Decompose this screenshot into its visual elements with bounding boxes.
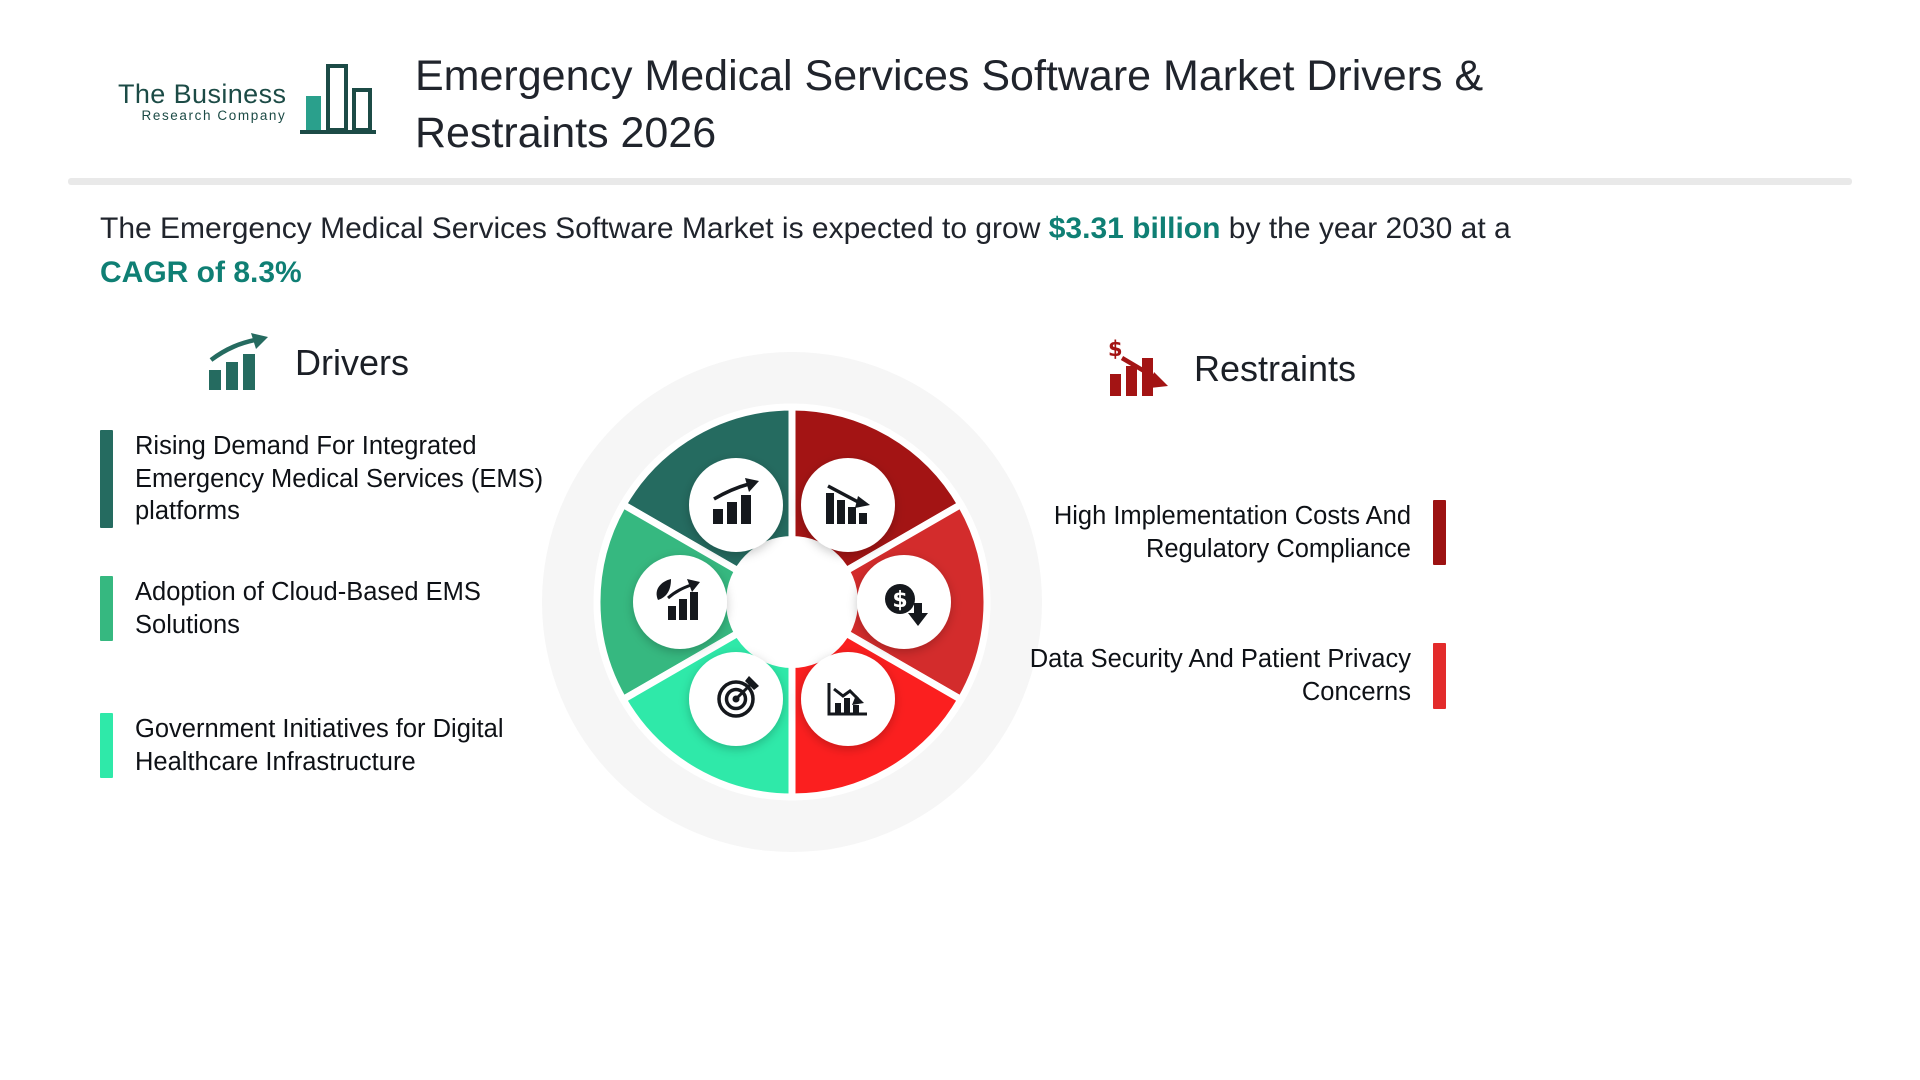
restraint-accent-bar bbox=[1433, 643, 1446, 709]
wheel-center bbox=[726, 536, 858, 668]
drivers-heading-row: Drivers bbox=[205, 332, 565, 394]
drivers-heading: Drivers bbox=[295, 342, 409, 383]
restraint-text: Data Security And Patient Privacy Concer… bbox=[1029, 645, 1411, 706]
eco-growth-icon bbox=[656, 579, 700, 620]
restraint-accent-bar bbox=[1433, 500, 1446, 566]
page-title: Emergency Medical Services Software Mark… bbox=[415, 52, 1484, 157]
restraints-heading-row: $ Restraints bbox=[1106, 338, 1446, 400]
growth-chart-icon bbox=[209, 333, 268, 390]
dollar-decrease-icon: $ bbox=[885, 584, 928, 626]
driver-accent-bar bbox=[100, 430, 113, 528]
svg-text:$: $ bbox=[1108, 338, 1123, 361]
market-value-highlight: $3.31 billion bbox=[1048, 212, 1221, 245]
drivers-restraints-wheel: $ bbox=[538, 348, 1046, 856]
market-summary: The Emergency Medical Services Software … bbox=[100, 207, 1520, 294]
company-logo-text: The Business Research Company bbox=[118, 80, 286, 140]
driver-accent-bar bbox=[100, 575, 113, 642]
restraint-text: High Implementation Costs And Regulatory… bbox=[1053, 502, 1411, 563]
driver-item: Government Initiatives for Digital Healt… bbox=[100, 713, 565, 779]
logo-line1: The Business bbox=[118, 79, 287, 110]
restraints-section: $ Restraints High Implementation Costs A… bbox=[998, 338, 1446, 709]
wheel-diagram: $ bbox=[542, 352, 1042, 852]
restraint-item: Data Security And Patient Privacy Concer… bbox=[998, 643, 1446, 709]
target-icon bbox=[717, 676, 759, 718]
logo-bars-icon bbox=[300, 64, 377, 134]
restraints-heading: Restraints bbox=[1194, 348, 1357, 389]
driver-text: Rising Demand For Integrated Emergency M… bbox=[135, 432, 544, 526]
company-logo: The Business Research Company bbox=[118, 56, 408, 140]
driver-item: Adoption of Cloud-Based EMS Solutions bbox=[100, 575, 565, 642]
restraint-item: High Implementation Costs And Regulatory… bbox=[998, 500, 1446, 566]
driver-text: Government Initiatives for Digital Healt… bbox=[135, 715, 504, 776]
summary-mid: by the year 2030 at a bbox=[1220, 212, 1511, 245]
growth-trend-icon bbox=[713, 478, 759, 524]
cagr-highlight: CAGR of 8.3% bbox=[100, 255, 302, 289]
declining-chart-icon bbox=[827, 683, 867, 716]
driver-text: Adoption of Cloud-Based EMS Solutions bbox=[135, 577, 481, 639]
driver-accent-bar bbox=[100, 713, 113, 779]
drivers-section: Drivers Rising Demand For Integrated Eme… bbox=[100, 332, 565, 779]
declining-bars-icon bbox=[826, 484, 870, 524]
driver-item: Rising Demand For Integrated Emergency M… bbox=[100, 430, 565, 528]
divider bbox=[68, 178, 1852, 185]
medallion bbox=[801, 458, 895, 552]
summary-pre: The Emergency Medical Services Software … bbox=[100, 212, 1049, 245]
logo-line2: Research Company bbox=[141, 108, 287, 124]
svg-text:$: $ bbox=[892, 588, 907, 613]
declining-cost-icon: $ bbox=[1108, 338, 1168, 396]
